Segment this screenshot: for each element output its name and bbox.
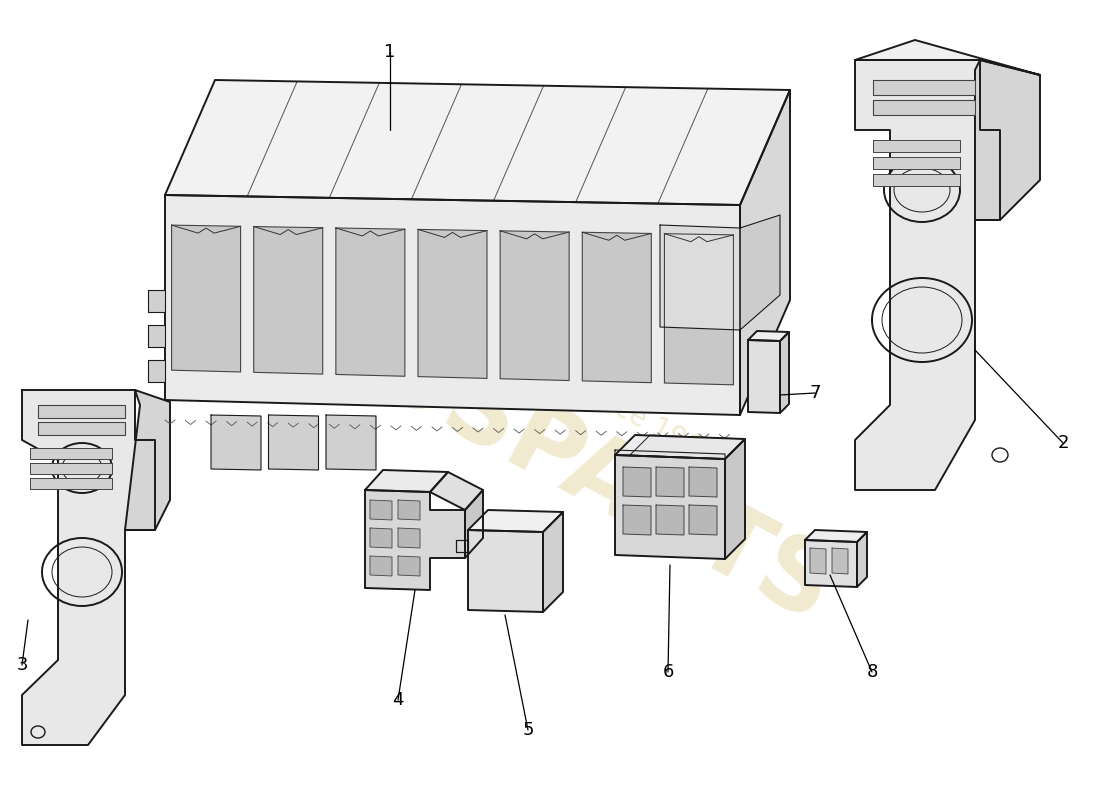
Text: 2: 2 <box>1057 434 1069 452</box>
Polygon shape <box>873 140 960 152</box>
Polygon shape <box>172 225 241 372</box>
Polygon shape <box>30 463 112 474</box>
Polygon shape <box>615 435 745 459</box>
Polygon shape <box>148 290 165 312</box>
Polygon shape <box>805 540 857 587</box>
Polygon shape <box>468 530 543 612</box>
Polygon shape <box>689 505 717 535</box>
Polygon shape <box>398 500 420 520</box>
Text: EUROSPARTS: EUROSPARTS <box>152 214 848 646</box>
Polygon shape <box>725 439 745 559</box>
Polygon shape <box>165 80 790 205</box>
Polygon shape <box>543 512 563 612</box>
Polygon shape <box>689 467 717 497</box>
Polygon shape <box>664 234 734 385</box>
Text: 3: 3 <box>16 656 28 674</box>
Text: 1: 1 <box>384 43 396 61</box>
Polygon shape <box>740 90 790 415</box>
Polygon shape <box>370 528 392 548</box>
Polygon shape <box>22 390 155 745</box>
Polygon shape <box>430 472 483 510</box>
Polygon shape <box>832 548 848 574</box>
Polygon shape <box>740 215 780 330</box>
Polygon shape <box>615 450 725 459</box>
Polygon shape <box>370 500 392 520</box>
Polygon shape <box>39 422 125 435</box>
Polygon shape <box>873 174 960 186</box>
Polygon shape <box>365 490 465 590</box>
Polygon shape <box>873 157 960 169</box>
Polygon shape <box>656 467 684 497</box>
Polygon shape <box>326 415 376 470</box>
Polygon shape <box>873 80 975 95</box>
Polygon shape <box>805 530 867 542</box>
Text: a passion for parts since 1988: a passion for parts since 1988 <box>338 249 722 471</box>
Text: 5: 5 <box>522 721 534 739</box>
Polygon shape <box>623 505 651 535</box>
Polygon shape <box>623 467 651 497</box>
Polygon shape <box>30 448 112 459</box>
Polygon shape <box>660 225 740 330</box>
Polygon shape <box>398 528 420 548</box>
Polygon shape <box>148 325 165 347</box>
Polygon shape <box>148 360 165 382</box>
Polygon shape <box>39 405 125 418</box>
Polygon shape <box>582 232 651 382</box>
Text: 8: 8 <box>867 663 878 681</box>
Polygon shape <box>468 510 563 532</box>
Polygon shape <box>500 231 569 381</box>
Polygon shape <box>748 340 780 413</box>
Polygon shape <box>336 228 405 376</box>
Polygon shape <box>615 455 725 559</box>
Polygon shape <box>465 490 483 558</box>
Polygon shape <box>855 40 1040 75</box>
Polygon shape <box>211 415 261 470</box>
Text: 4: 4 <box>393 691 404 709</box>
Polygon shape <box>125 390 170 530</box>
Polygon shape <box>370 556 392 576</box>
Polygon shape <box>254 226 322 374</box>
Polygon shape <box>456 540 468 552</box>
Text: 7: 7 <box>810 384 821 402</box>
Polygon shape <box>857 532 867 587</box>
Polygon shape <box>873 100 975 115</box>
Polygon shape <box>975 60 1040 220</box>
Polygon shape <box>365 470 448 492</box>
Polygon shape <box>418 230 487 378</box>
Polygon shape <box>855 60 1000 490</box>
Polygon shape <box>630 435 745 459</box>
Polygon shape <box>398 556 420 576</box>
Polygon shape <box>656 505 684 535</box>
Polygon shape <box>748 331 789 341</box>
Polygon shape <box>268 415 319 470</box>
Polygon shape <box>165 195 740 415</box>
Polygon shape <box>30 478 112 489</box>
Polygon shape <box>810 548 826 574</box>
Polygon shape <box>780 332 789 413</box>
Text: 6: 6 <box>662 663 673 681</box>
